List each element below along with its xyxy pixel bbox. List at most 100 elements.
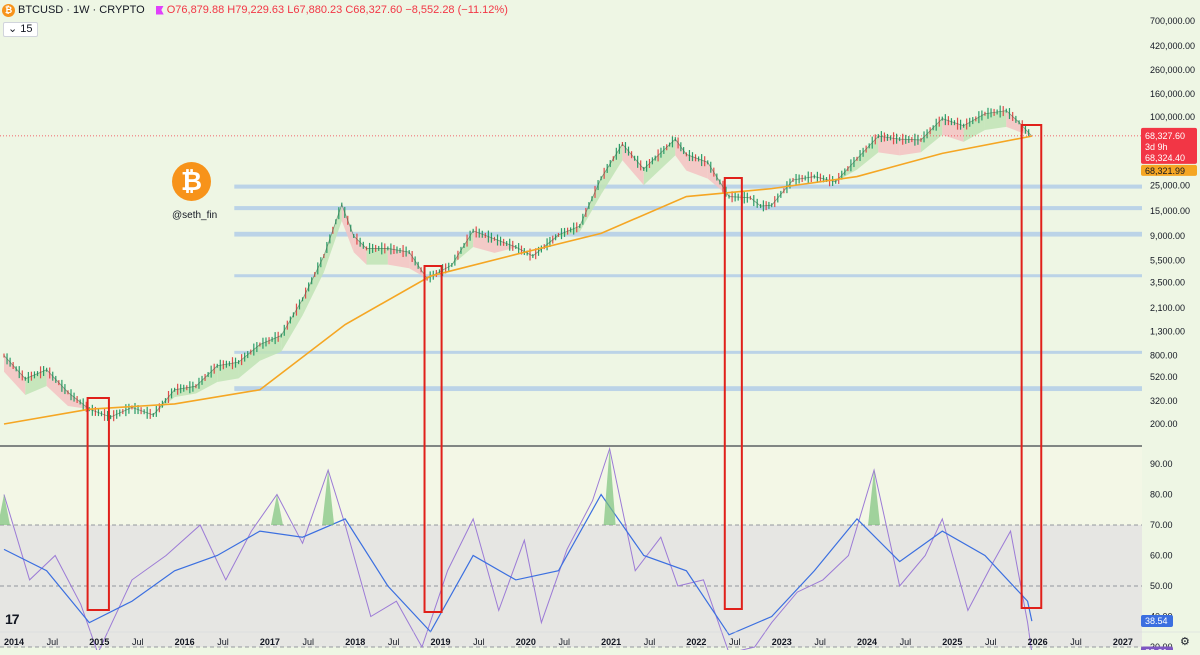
bear-band-segment: [4, 355, 26, 395]
rsi-overbought-fill: [322, 470, 335, 525]
rsi-ma-line: [3, 493, 1033, 636]
support-zone: [234, 206, 1142, 211]
price-tick-label: 5,500.00: [1150, 255, 1185, 265]
rsi-ma-value-label-bg: [1141, 614, 1173, 627]
price-tick-label: 15,000.00: [1150, 206, 1190, 216]
symbol-label[interactable]: BTCUSD · 1W · CRYPTO: [18, 4, 145, 16]
bull-band-segment: [323, 204, 342, 273]
time-tick-label: Jul: [303, 637, 315, 647]
gear-icon[interactable]: ⚙: [1180, 635, 1190, 648]
rsi-line: [3, 446, 1033, 655]
bull-band-segment: [579, 178, 602, 232]
change-value: −8,552.28 (−11.12%): [405, 4, 508, 16]
rsi-tick-label: 90.00: [1150, 459, 1173, 469]
highlight-box: [723, 177, 743, 610]
ema-200-line: [3, 135, 1033, 425]
bitcoin-icon: ₿: [2, 3, 15, 17]
bear-band-segment: [387, 248, 410, 269]
price-tick-label: 160,000.00: [1150, 89, 1195, 99]
bid-price-label: 68,324.40: [1145, 153, 1185, 163]
bear-band-segment: [899, 139, 921, 156]
rsi-overbought-fill: [868, 470, 881, 525]
support-zone: [234, 184, 1142, 189]
time-tick-label: 2027: [1113, 637, 1133, 647]
time-tick-label: Jul: [558, 637, 570, 647]
time-tick-label: Jul: [132, 637, 144, 647]
highlight-box: [86, 397, 110, 611]
bear-band-segment: [473, 230, 495, 253]
price-tick-label: 1,300.00: [1150, 327, 1185, 337]
time-tick-label: 2023: [772, 637, 792, 647]
price-tick-label: 420,000.00: [1150, 41, 1195, 51]
countdown-label: 3d 9h: [1145, 142, 1168, 152]
price-tick-label: 320.00: [1150, 396, 1178, 406]
rsi-overbought-fill: [270, 494, 283, 525]
bull-band-segment: [643, 139, 676, 186]
price-tick-label: 700,000.00: [1150, 16, 1195, 26]
time-tick-label: 2024: [857, 637, 877, 647]
rsi-tick-label: 60.00: [1150, 551, 1173, 561]
highlight-box: [423, 265, 443, 613]
bear-band-segment: [622, 143, 644, 186]
support-zone: [234, 231, 1142, 237]
ema-price-label: 68,321.99: [1145, 166, 1185, 176]
time-tick-label: 2025: [942, 637, 962, 647]
price-tick-label: 800.00: [1150, 351, 1178, 361]
bull-band-segment: [601, 143, 623, 195]
bull-band-segment: [302, 256, 324, 316]
indicator-count: 15: [20, 23, 33, 35]
time-tick-label: 2017: [260, 637, 280, 647]
price-tick-label: 260,000.00: [1150, 65, 1195, 75]
bull-band-segment: [195, 365, 218, 394]
rsi-tick-label: 70.00: [1150, 520, 1173, 530]
time-tick-label: 2021: [601, 637, 621, 647]
time-tick-label: Jul: [47, 637, 59, 647]
support-zone: [234, 350, 1142, 354]
bitcoin-logo-icon: ₿: [172, 162, 211, 201]
highlight-box: [1020, 124, 1043, 609]
rsi-tick-label: 50.00: [1150, 581, 1173, 591]
indicator-toggle[interactable]: ⌄ 15: [3, 22, 38, 37]
price-tick-label: 3,500.00: [1150, 278, 1185, 288]
bull-band-segment: [984, 110, 1007, 130]
rsi-overbought-fill: [603, 448, 616, 525]
rsi-tick-label: 80.00: [1150, 490, 1173, 500]
bull-band-segment: [238, 344, 260, 379]
rsi-overbought-fill: [0, 494, 10, 525]
tradingview-logo-icon[interactable]: 17: [5, 611, 20, 627]
bull-band-segment: [963, 113, 985, 142]
bull-band-segment: [857, 136, 879, 170]
bull-band-segment: [366, 248, 388, 265]
flag-icon[interactable]: [155, 5, 164, 15]
time-tick-label: 2014: [4, 637, 24, 647]
price-tick-label: 9,000.00: [1150, 231, 1185, 241]
current-price-label: 68,327.60: [1145, 131, 1185, 141]
price-axis-background: [1142, 0, 1200, 650]
time-tick-label: Jul: [644, 637, 656, 647]
time-tick-label: Jul: [217, 637, 229, 647]
support-zone: [234, 274, 1142, 278]
bull-band-segment: [25, 369, 47, 395]
time-tick-label: 2026: [1028, 637, 1048, 647]
time-tick-label: 2022: [686, 637, 706, 647]
price-tick-label: 520.00: [1150, 372, 1178, 382]
rsi-ma-value-label: 38.54: [1145, 616, 1168, 626]
author-handle: @seth_fin: [172, 210, 218, 221]
time-tick-label: 2016: [175, 637, 195, 647]
price-tick-label: 100,000.00: [1150, 112, 1195, 122]
bear-band-segment: [494, 238, 516, 253]
close-value: C68,327.60: [345, 4, 403, 16]
high-value: H79,229.63: [227, 4, 285, 16]
bear-band-segment: [878, 136, 900, 156]
low-value: L67,880.23: [287, 4, 343, 16]
open-value: O76,879.88: [166, 4, 225, 16]
chart-header: ₿ BTCUSD · 1W · CRYPTO O76,879.88 H79,22…: [0, 0, 508, 20]
time-tick-label: Jul: [1070, 637, 1082, 647]
bull-band-segment: [259, 335, 282, 361]
support-zone: [234, 386, 1142, 392]
time-tick-label: 2018: [345, 637, 365, 647]
price-tick-label: 25,000.00: [1150, 181, 1190, 191]
time-tick-label: Jul: [985, 637, 997, 647]
